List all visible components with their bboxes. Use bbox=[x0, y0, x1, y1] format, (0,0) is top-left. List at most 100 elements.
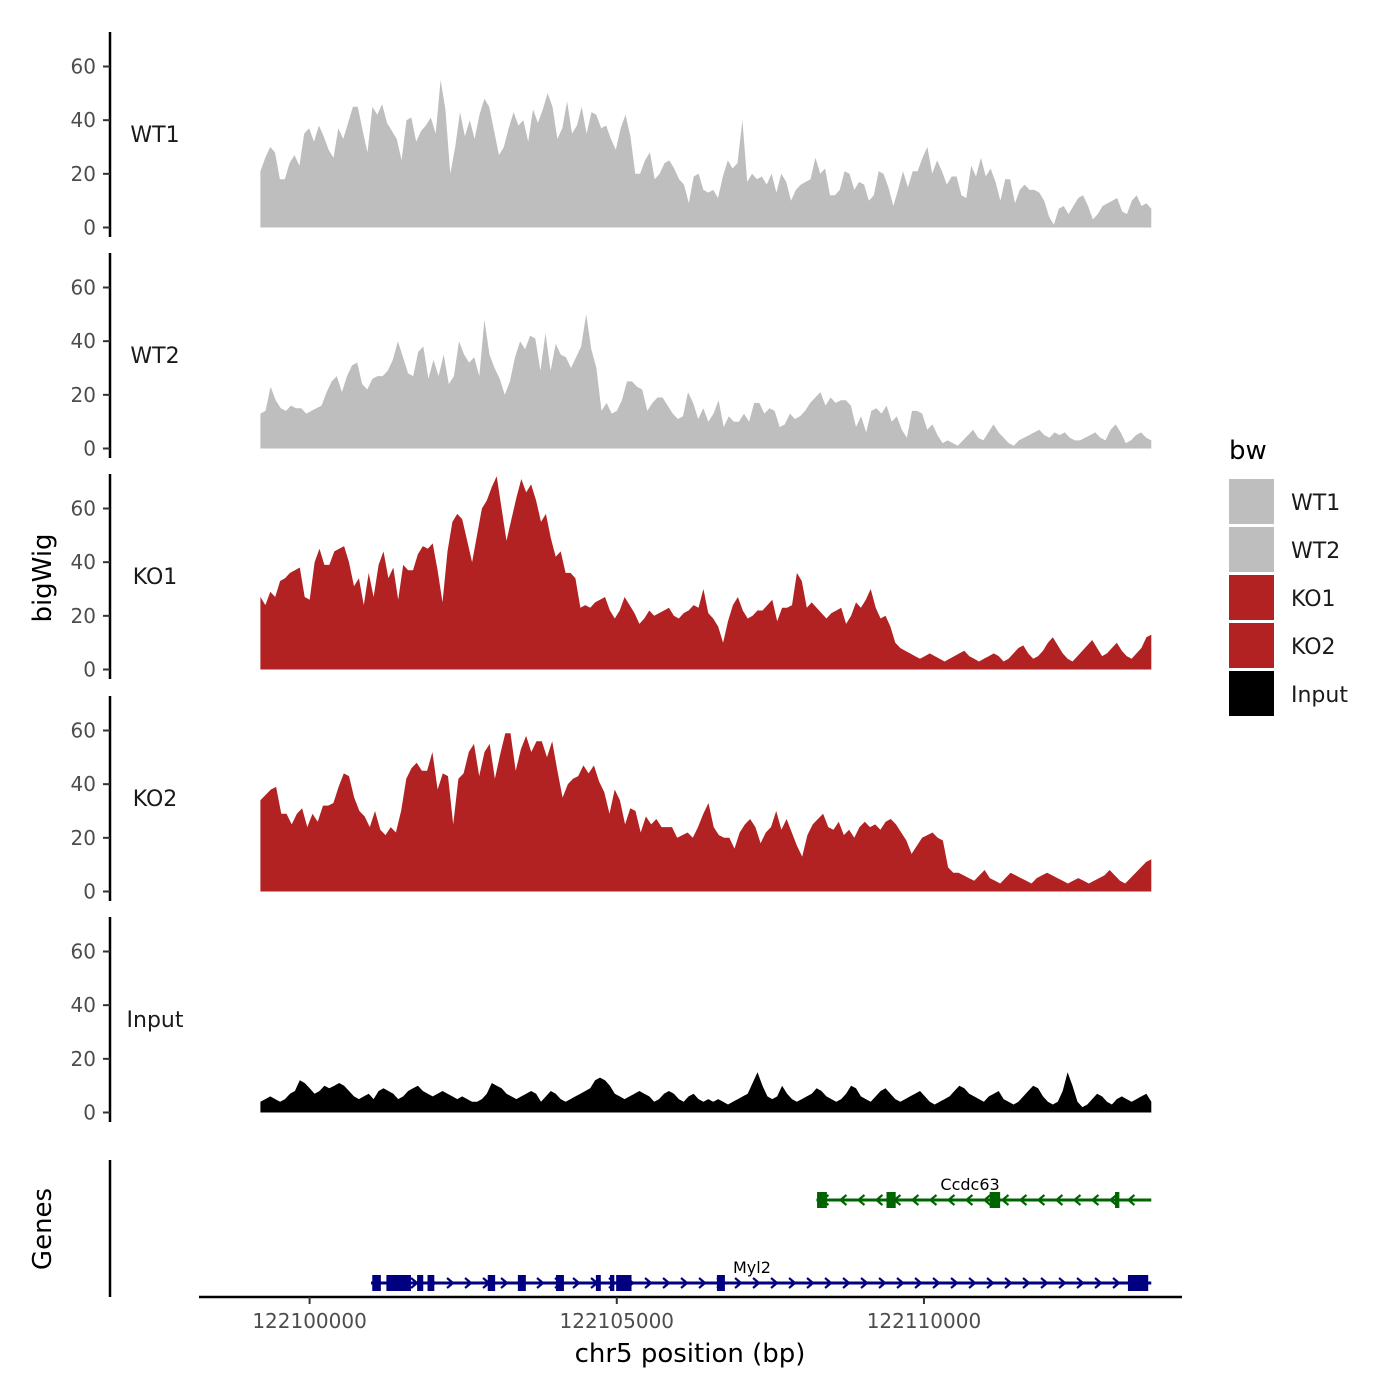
exon-block bbox=[595, 1275, 601, 1291]
track-label-input: Input bbox=[127, 1008, 184, 1033]
y-tick-label: 40 bbox=[71, 329, 96, 353]
strand-arrow-icon bbox=[410, 1277, 419, 1289]
strand-arrow-icon bbox=[1126, 1194, 1136, 1206]
y-tick-label: 20 bbox=[71, 383, 96, 407]
legend-swatch-wt1 bbox=[1229, 479, 1274, 524]
strand-arrow-icon bbox=[734, 1277, 743, 1289]
y-tick-label: 0 bbox=[83, 216, 96, 240]
legend-swatch-input bbox=[1229, 671, 1274, 716]
strand-arrow-icon bbox=[950, 1277, 959, 1289]
y-tick-label: 0 bbox=[83, 880, 96, 904]
track-wt2: 0 20 40 60 WT2 bbox=[71, 253, 1152, 461]
strand-arrow-icon bbox=[464, 1277, 473, 1289]
strand-arrow-icon bbox=[932, 1277, 941, 1289]
exon-block bbox=[487, 1275, 496, 1291]
track-wt1: 0 20 40 60 WT1 bbox=[71, 32, 1152, 240]
x-axis-title: chr5 position (bp) bbox=[575, 1339, 806, 1369]
strand-arrow-icon bbox=[752, 1277, 761, 1289]
strand-arrow-icon bbox=[644, 1277, 653, 1289]
coverage-area-ko1 bbox=[260, 476, 1152, 670]
track-label-ko1: KO1 bbox=[133, 565, 178, 590]
legend-swatch-wt2 bbox=[1229, 527, 1274, 572]
strand-arrow-icon bbox=[896, 1277, 905, 1289]
strand-arrow-icon bbox=[662, 1277, 671, 1289]
x-axis: chr5 position (bp) 122100000 122105000 122… bbox=[199, 1295, 1182, 1369]
legend-swatch-ko1 bbox=[1229, 575, 1274, 620]
y-tick-label: 20 bbox=[71, 604, 96, 628]
strand-arrow-icon bbox=[788, 1277, 797, 1289]
gene-myl2: Myl2 bbox=[371, 1258, 1152, 1291]
legend-label-ko1: KO1 bbox=[1291, 587, 1336, 612]
exon-block bbox=[1115, 1192, 1120, 1208]
y-tick-label: 40 bbox=[71, 550, 96, 574]
strand-arrow-icon bbox=[856, 1194, 866, 1206]
genes-axis-title: Genes bbox=[28, 1188, 58, 1270]
strand-arrow-icon bbox=[914, 1277, 923, 1289]
strand-arrow-icon bbox=[1018, 1194, 1028, 1206]
strand-arrow-icon bbox=[680, 1277, 689, 1289]
y-tick-label: 60 bbox=[71, 719, 96, 743]
x-tick-label: 122100000 bbox=[252, 1309, 367, 1333]
legend-swatch-ko2 bbox=[1229, 623, 1274, 668]
track-label-wt1: WT1 bbox=[130, 123, 179, 148]
exon-block bbox=[616, 1275, 632, 1291]
legend-title: bw bbox=[1229, 436, 1267, 466]
strand-arrow-icon bbox=[946, 1194, 956, 1206]
track-ko1: 0 20 40 60 KO1 bbox=[71, 474, 1152, 682]
strand-arrow-icon bbox=[1000, 1194, 1010, 1206]
legend-label-wt1: WT1 bbox=[1291, 491, 1340, 516]
gene-ccdc63: Ccdc63 bbox=[816, 1175, 1152, 1208]
y-tick-label: 20 bbox=[71, 826, 96, 850]
exon-block bbox=[989, 1192, 1001, 1208]
genes-panel: Genes Myl2 Ccdc63 bbox=[28, 1160, 1152, 1297]
exon-block bbox=[517, 1275, 526, 1291]
y-axis-title: bigWig bbox=[28, 533, 58, 622]
y-tick-label: 40 bbox=[71, 993, 96, 1017]
strand-arrow-icon bbox=[1094, 1277, 1103, 1289]
strand-arrow-icon bbox=[572, 1277, 581, 1289]
strand-arrow-icon bbox=[874, 1194, 884, 1206]
exon-block bbox=[716, 1275, 725, 1291]
strand-arrow-icon bbox=[1004, 1277, 1013, 1289]
strand-arrow-icon bbox=[928, 1194, 938, 1206]
y-tick-label: 40 bbox=[71, 108, 96, 132]
gene-label: Ccdc63 bbox=[940, 1175, 999, 1194]
y-tick-label: 0 bbox=[83, 658, 96, 682]
track-label-wt2: WT2 bbox=[130, 344, 179, 369]
exon-block bbox=[417, 1275, 424, 1291]
y-tick-label: 60 bbox=[71, 55, 96, 79]
coverage-area-wt1 bbox=[260, 79, 1152, 228]
exon-block bbox=[817, 1192, 827, 1208]
strand-arrow-icon bbox=[824, 1277, 833, 1289]
exon-block bbox=[886, 1192, 896, 1208]
signal-tracks: 0 20 40 60 WT1 0 20 40 60 WT2 0 20 40 60 KO1 0 20 40 60 KO2… bbox=[71, 32, 1152, 1125]
exon-block bbox=[555, 1275, 564, 1291]
strand-arrow-icon bbox=[1054, 1194, 1064, 1206]
x-tick-label: 122110000 bbox=[867, 1309, 982, 1333]
gene-label: Myl2 bbox=[733, 1258, 771, 1277]
exon-block bbox=[427, 1275, 435, 1291]
strand-arrow-icon bbox=[838, 1194, 848, 1206]
track-label-ko2: KO2 bbox=[133, 787, 178, 812]
y-tick-label: 40 bbox=[71, 772, 96, 796]
y-tick-label: 60 bbox=[71, 940, 96, 964]
legend: bw WT1 WT2 KO1 KO2 Input bbox=[1229, 436, 1348, 716]
exon-block bbox=[610, 1275, 615, 1291]
strand-arrow-icon bbox=[1040, 1277, 1049, 1289]
y-tick-label: 60 bbox=[71, 497, 96, 521]
strand-arrow-icon bbox=[964, 1194, 974, 1206]
strand-arrow-icon bbox=[500, 1277, 509, 1289]
exon-block bbox=[1127, 1275, 1149, 1291]
strand-arrow-icon bbox=[842, 1277, 851, 1289]
strand-arrow-icon bbox=[1090, 1194, 1100, 1206]
legend-label-input: Input bbox=[1291, 683, 1348, 708]
strand-arrow-icon bbox=[1076, 1277, 1085, 1289]
strand-arrow-icon bbox=[860, 1277, 869, 1289]
strand-arrow-icon bbox=[698, 1277, 707, 1289]
strand-arrow-icon bbox=[910, 1194, 920, 1206]
strand-arrow-icon bbox=[770, 1277, 779, 1289]
strand-arrow-icon bbox=[1036, 1194, 1046, 1206]
strand-arrow-icon bbox=[1112, 1277, 1121, 1289]
strand-arrow-icon bbox=[1108, 1194, 1118, 1206]
